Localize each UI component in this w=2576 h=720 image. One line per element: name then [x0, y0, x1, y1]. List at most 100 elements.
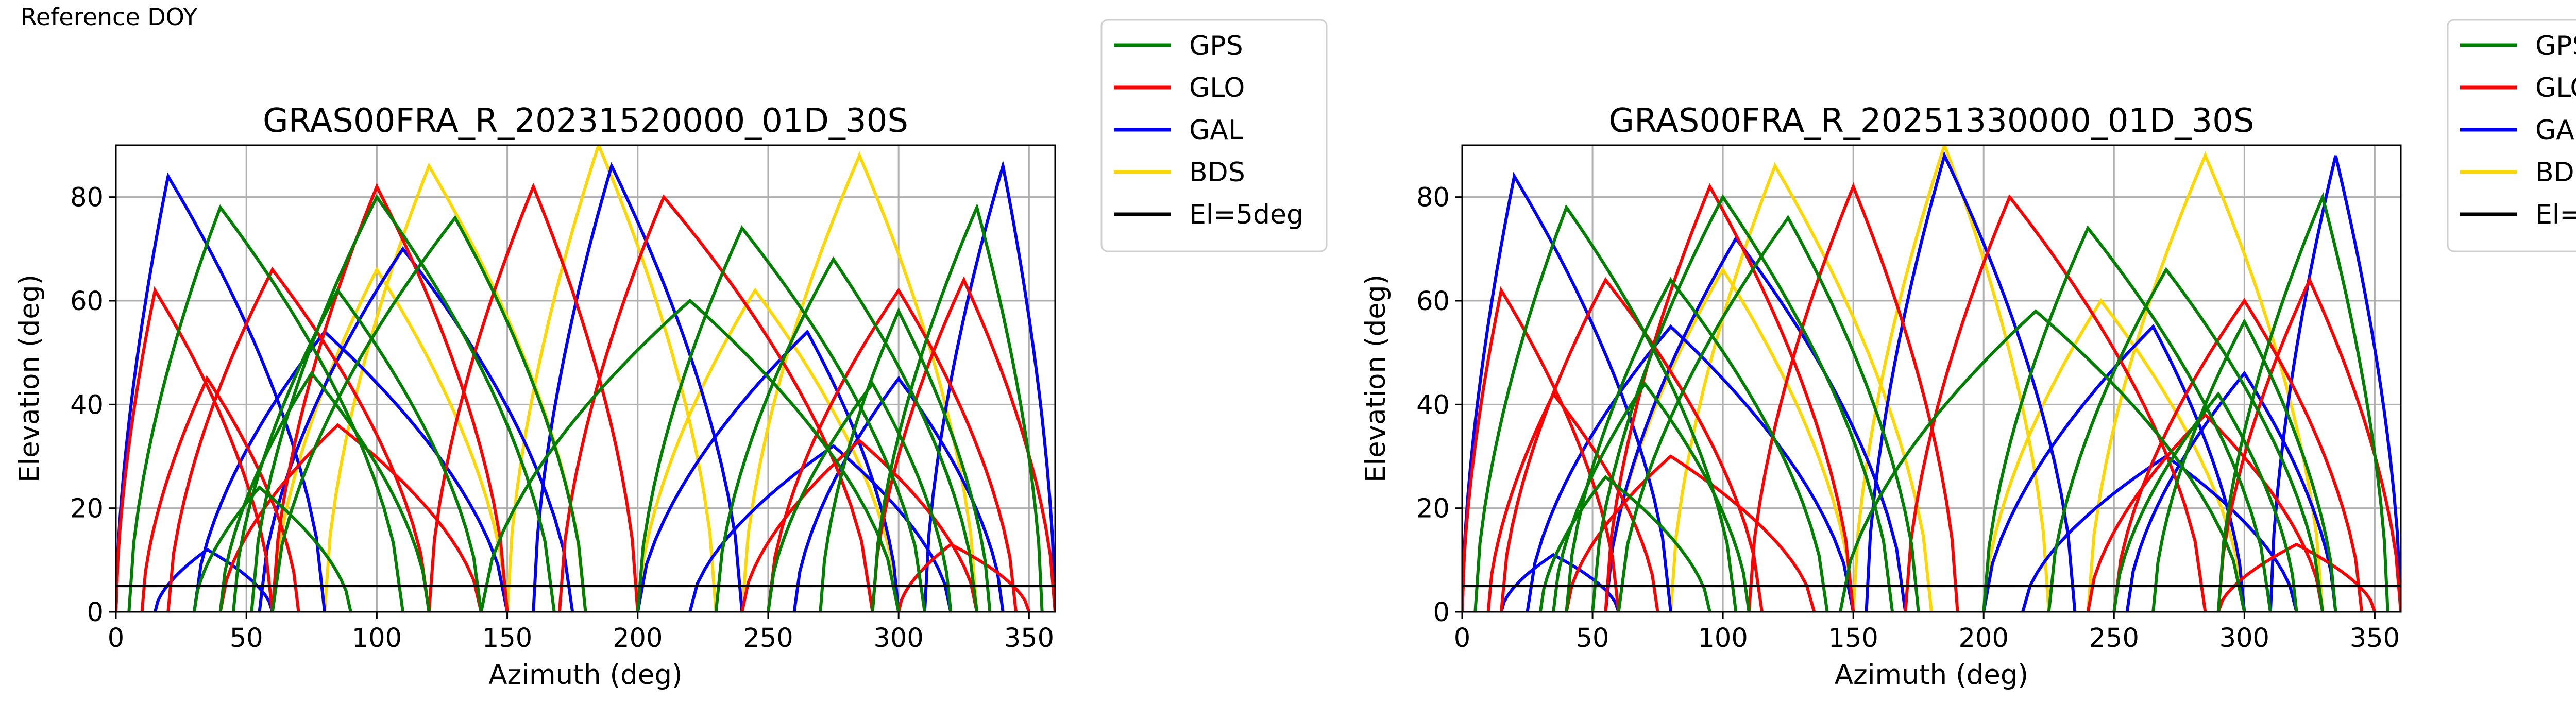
plot-frame: [115, 144, 1056, 613]
skyplot-panel-1: 0 50 100 150 200 250 300 350 0 20 40 60 80 Azimuth (d…: [14, 19, 1328, 691]
track-gps: [218, 370, 431, 612]
track-bds: [636, 287, 901, 612]
track-gps: [1565, 277, 1829, 612]
track-glo: [897, 542, 1031, 612]
x-tick-label: 150: [1828, 623, 1878, 654]
y-tick-label: 0: [87, 597, 104, 628]
track-glo: [218, 423, 483, 612]
track-gps: [1838, 309, 2246, 612]
x-tick-label: 100: [1698, 623, 1748, 654]
track-glo: [270, 182, 509, 612]
track-gal: [532, 162, 744, 612]
track-gps: [819, 307, 992, 612]
x-tick-label: 300: [2219, 623, 2269, 654]
track-gal: [1526, 324, 1855, 612]
track-glo: [871, 276, 1055, 612]
x-axis-label: Azimuth (deg): [488, 659, 683, 691]
track-gps: [1982, 225, 2272, 612]
track-glo: [2112, 298, 2364, 612]
track-gps: [127, 204, 404, 612]
plot-frame: [1461, 144, 2402, 613]
chart-title: GRAS00FRA_R_20231520000_01D_30S: [263, 102, 908, 140]
track-bds: [270, 266, 509, 612]
x-tick-label: 350: [2350, 623, 2400, 654]
track-glo: [1486, 391, 1659, 612]
x-tick-label: 200: [1959, 623, 2009, 654]
chart-title: GRAS00FRA_R_20251330000_01D_30S: [1609, 102, 2255, 140]
y-tick-label: 20: [1416, 494, 1450, 524]
satellite-tracks: [116, 145, 1055, 612]
track-glo: [767, 287, 1018, 612]
track-gps: [1473, 204, 1738, 612]
figure-caption: Reference DOY: [21, 3, 198, 31]
y-tick-label: 20: [70, 494, 104, 524]
legend-label: GAL: [2535, 115, 2576, 146]
track-gps: [2151, 318, 2337, 612]
track-glo: [166, 266, 431, 612]
track-gal: [1604, 235, 1907, 612]
y-tick-label: 60: [70, 286, 104, 317]
y-tick-label: 40: [70, 390, 104, 420]
track-bds: [1982, 298, 2246, 612]
track-gps: [871, 203, 1044, 612]
track-bds: [1604, 267, 1855, 612]
track-glo: [140, 375, 300, 612]
track-glo: [557, 194, 874, 612]
x-tick-label: 250: [743, 623, 793, 654]
satellite-tracks: [1462, 145, 2401, 612]
track-gps: [479, 298, 901, 612]
x-tick-label: 0: [108, 623, 124, 654]
legend-label: GLO: [1189, 73, 1245, 104]
track-gal: [258, 246, 574, 612]
track-glo: [1747, 182, 1959, 612]
y-tick-label: 40: [1416, 390, 1450, 420]
legend-box: [2447, 19, 2576, 252]
track-glo: [1604, 183, 1855, 612]
track-gal: [688, 444, 953, 612]
track-bds: [1852, 145, 2050, 612]
legend-label: GPS: [2535, 30, 2576, 61]
track-gps: [636, 225, 926, 612]
track-glo: [116, 286, 274, 612]
track-glo: [1904, 194, 2207, 612]
track-gal: [1462, 172, 1672, 612]
track-glo: [427, 182, 639, 612]
legend-box: [1100, 19, 1328, 252]
y-tick-label: 0: [1433, 597, 1450, 628]
legend-label: BDS: [2535, 157, 2576, 188]
track-gps: [270, 215, 587, 612]
track-gps: [250, 194, 556, 612]
x-tick-label: 50: [230, 623, 263, 654]
legend: GPS GLO GAL BDS El=5deg: [1100, 19, 1328, 252]
y-tick-label: 80: [1416, 183, 1450, 213]
y-axis-label: Elevation (deg): [14, 275, 45, 483]
x-axis-label: Azimuth (deg): [1835, 659, 2029, 691]
track-bds: [740, 151, 979, 612]
x-tick-label: 200: [613, 623, 663, 654]
legend-label: GPS: [1189, 30, 1243, 61]
y-tick-label: 80: [70, 183, 104, 213]
x-tick-label: 50: [1576, 623, 1609, 654]
legend: GPS GLO GAL BDS El=5deg: [2447, 19, 2576, 252]
track-bds: [505, 145, 718, 612]
track-bds: [323, 162, 587, 612]
track-gps: [1591, 194, 1894, 612]
x-tick-label: 350: [1004, 623, 1054, 654]
track-glo: [2216, 276, 2401, 612]
y-tick-label: 60: [1416, 286, 1450, 317]
legend-label: El=5deg: [1189, 199, 1303, 230]
legend-label: BDS: [1189, 157, 1245, 188]
track-gps: [2112, 391, 2298, 612]
legend-label: GLO: [2535, 73, 2576, 104]
x-tick-label: 300: [873, 623, 923, 654]
x-tick-label: 150: [482, 623, 532, 654]
track-glo: [1462, 286, 1620, 612]
track-gps: [2047, 267, 2325, 612]
track-gps: [767, 381, 953, 612]
legend-label: El=5deg: [2535, 199, 2576, 230]
track-gps: [231, 287, 483, 612]
x-tick-label: 100: [352, 623, 402, 654]
x-tick-label: 0: [1454, 623, 1470, 654]
y-axis-label: Elevation (deg): [1360, 275, 1392, 483]
